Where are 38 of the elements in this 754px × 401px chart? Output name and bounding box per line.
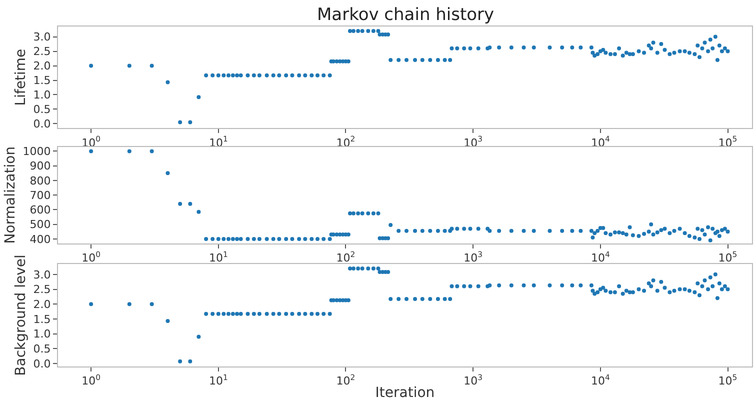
y-tick-label: 3.0 [33, 30, 51, 44]
x-tick-label: 10$^{2}$ [336, 250, 356, 265]
x-tick-label: 10$^{5}$ [718, 250, 738, 265]
x-tick-label: 10$^{4}$ [590, 250, 610, 265]
y-tick-label: 1.0 [33, 328, 51, 341]
x-tick-label: 10$^{5}$ [718, 373, 738, 388]
y-tick-label: 1.5 [33, 74, 51, 88]
y-tick-label: 500 [30, 218, 51, 232]
y-tick-label: 2.0 [33, 60, 51, 73]
chart-title: Markov chain history [317, 5, 494, 25]
x-tick-label: 10$^{3}$ [464, 250, 483, 265]
y-tick-label: 1.0 [33, 88, 51, 102]
y-axis-title: Normalization [2, 146, 18, 244]
x-tick-label: 10$^{0}$ [82, 250, 101, 265]
y-tick-label: 2.0 [33, 298, 51, 311]
y-tick-label: 0.0 [33, 357, 51, 370]
y-tick-label: 700 [30, 188, 51, 202]
y-tick-label: 0.0 [33, 118, 51, 131]
y-tick-label: 1.5 [33, 312, 51, 326]
x-axis-title: Iteration [375, 385, 435, 401]
y-tick-label: 2.5 [33, 283, 51, 296]
y-tick-label: 1000 [22, 145, 51, 158]
y-tick-label: 0.5 [33, 342, 51, 356]
y-tick-label: 2.5 [33, 45, 51, 58]
x-tick-label: 10$^{0}$ [82, 373, 101, 388]
y-tick-label: 600 [30, 204, 51, 217]
y-tick-label: 3.0 [33, 268, 51, 282]
x-tick-label: 10$^{1}$ [208, 250, 228, 265]
y-axis-title: Background level [12, 254, 29, 376]
x-tick-label: 10$^{3}$ [464, 373, 483, 388]
x-tick-label: 10$^{2}$ [336, 373, 356, 388]
y-axis-title: Lifetime [12, 48, 29, 106]
x-tick-label: 10$^{4}$ [590, 373, 610, 388]
y-tick-label: 0.5 [33, 103, 51, 116]
y-tick-label: 400 [30, 232, 51, 246]
y-tick-label: 900 [30, 160, 51, 173]
x-tick-label: 10$^{1}$ [208, 373, 228, 388]
y-tick-label: 800 [30, 174, 51, 188]
